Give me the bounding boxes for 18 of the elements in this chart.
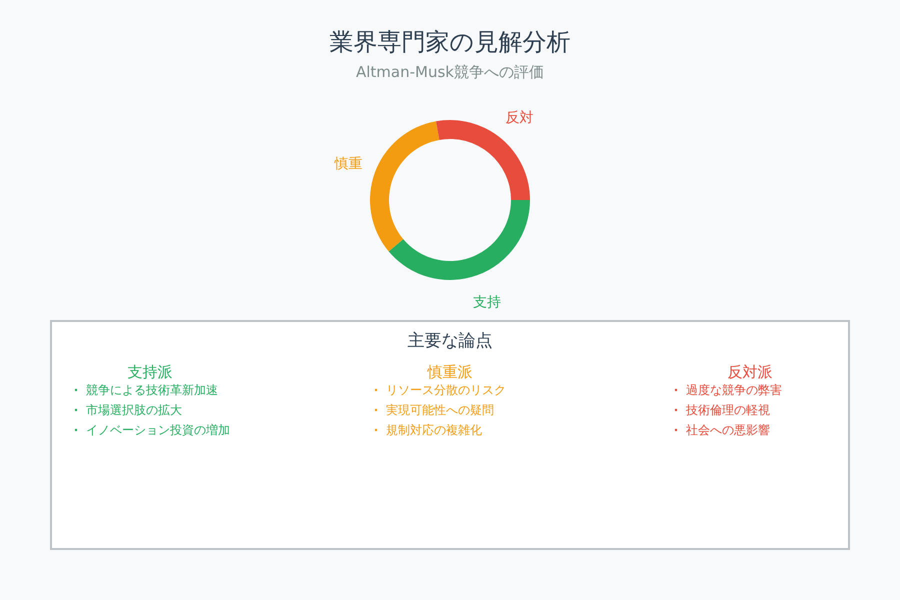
text: 主要な論点 [408,331,492,351]
text: 技術倫理の軽視 [685,403,770,417]
text: 市場選択肢の拡大 [86,403,182,417]
slice-label: 支持 [472,294,501,310]
category-label: 支持派 [128,363,172,381]
chart-title: 業界専門家の見解分析 [330,28,570,56]
text: イノベーション投資の増加 [86,423,230,437]
text: 競争による技術革新加速 [86,383,218,397]
text: 過度な競争の弊害 [686,383,782,397]
slice-label: 慎重 [334,156,362,172]
text: リソース分散のリスク [386,383,506,397]
text: 実現可能性への疑問 [386,403,494,417]
slice-label: 反対 [505,110,534,126]
category-label: 反対派 [728,363,772,381]
chart-subtitle: Altman-Musk競争への評価 [356,63,544,81]
text: 社会への悪影響 [686,423,770,437]
text: 規制対応の複雑化 [386,423,482,437]
category-label: 慎重派 [426,363,472,381]
